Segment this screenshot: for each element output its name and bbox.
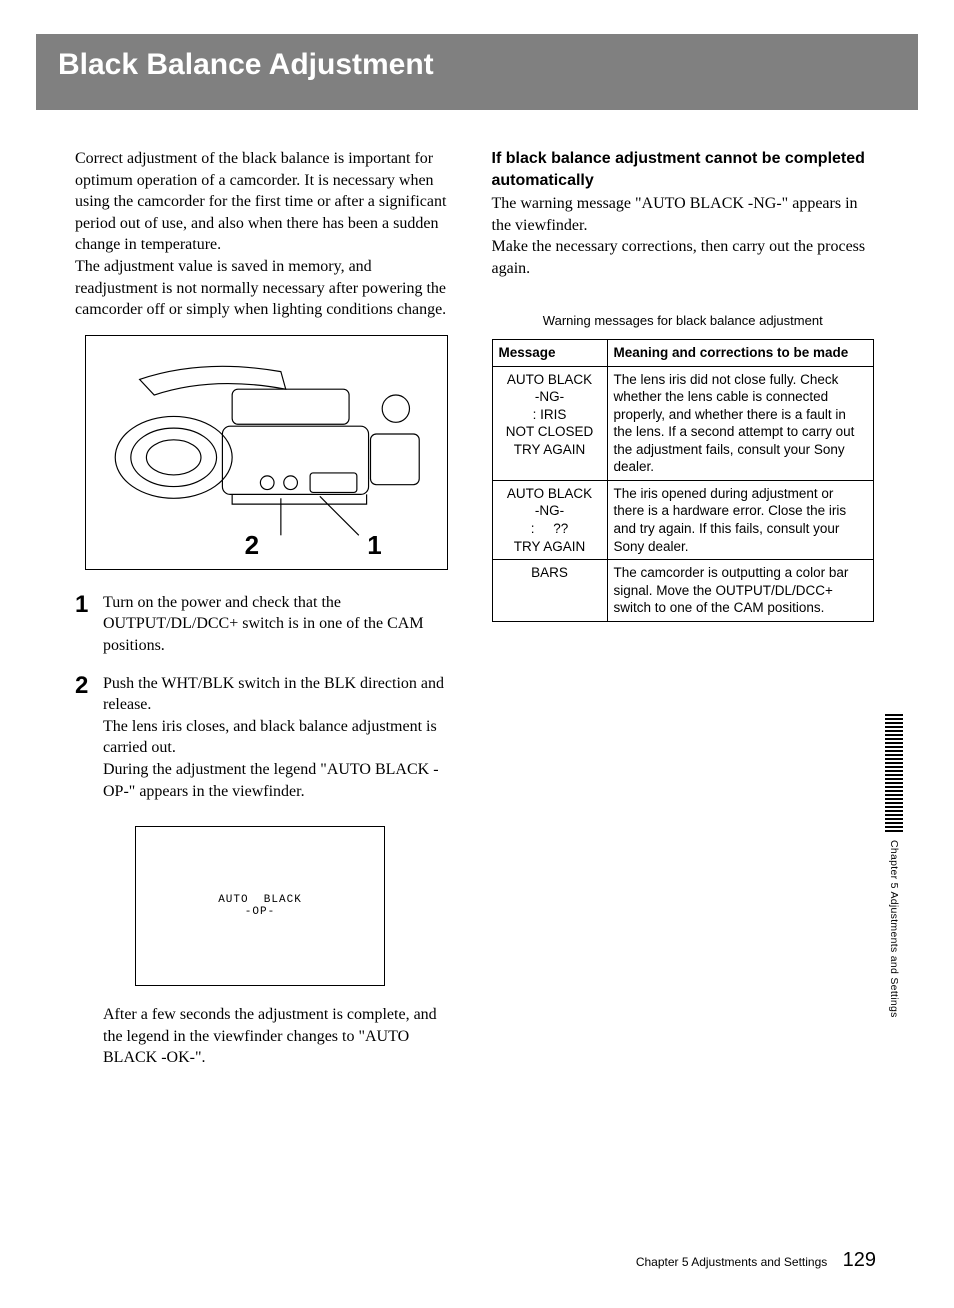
table-row: AUTO BLACK -NG- : ?? TRY AGAIN The iris … xyxy=(492,480,874,559)
step-2-line-a: Push the WHT/BLK switch in the BLK direc… xyxy=(103,673,458,716)
cell-meaning-1: The lens iris did not close fully. Check… xyxy=(607,366,874,480)
step-1-body: Turn on the power and check that the OUT… xyxy=(103,592,458,657)
cell-meaning-3: The camcorder is outputting a color bar … xyxy=(607,560,874,622)
table-row: BARS The camcorder is outputting a color… xyxy=(492,560,874,622)
intro-paragraph-2: The adjustment value is saved in memory,… xyxy=(75,256,458,321)
camcorder-line-art xyxy=(86,336,447,569)
footer-page-number: 129 xyxy=(843,1249,876,1271)
viewfinder-text: AUTO BLACK -OP- xyxy=(218,894,302,918)
cell-message-2: AUTO BLACK -NG- : ?? TRY AGAIN xyxy=(492,480,607,559)
content-columns: Correct adjustment of the black balance … xyxy=(0,110,954,1085)
sub-paragraph-1: The warning message "AUTO BLACK -NG-" ap… xyxy=(492,193,875,236)
step-2-after: After a few seconds the adjustment is co… xyxy=(103,1004,458,1069)
step-list: 1 Turn on the power and check that the O… xyxy=(75,592,458,1069)
camcorder-illustration: 2 1 xyxy=(85,335,448,570)
sub-paragraph-2: Make the necessary corrections, then car… xyxy=(492,236,875,279)
th-meaning: Meaning and corrections to be made xyxy=(607,340,874,367)
step-1-number: 1 xyxy=(75,592,103,657)
page-footer: Chapter 5 Adjustments and Settings 129 xyxy=(636,1249,876,1272)
step-2-number: 2 xyxy=(75,673,103,1069)
cell-meaning-2: The iris opened during adjustment or the… xyxy=(607,480,874,559)
viewfinder-display: AUTO BLACK -OP- xyxy=(135,826,385,986)
left-column: Correct adjustment of the black balance … xyxy=(75,148,458,1085)
right-column: If black balance adjustment cannot be co… xyxy=(492,148,875,1085)
step-2: 2 Push the WHT/BLK switch in the BLK dir… xyxy=(75,673,458,1069)
side-stripes-decoration xyxy=(885,714,903,834)
table-row: AUTO BLACK -NG- : IRIS NOT CLOSED TRY AG… xyxy=(492,366,874,480)
step-2-line-c: During the adjustment the legend "AUTO B… xyxy=(103,759,458,802)
table-caption: Warning messages for black balance adjus… xyxy=(492,312,875,330)
cell-message-1: AUTO BLACK -NG- : IRIS NOT CLOSED TRY AG… xyxy=(492,366,607,480)
intro-paragraph-1: Correct adjustment of the black balance … xyxy=(75,148,458,256)
page-header: Black Balance Adjustment xyxy=(36,34,918,110)
table-header-row: Message Meaning and corrections to be ma… xyxy=(492,340,874,367)
cell-message-3: BARS xyxy=(492,560,607,622)
sub-heading: If black balance adjustment cannot be co… xyxy=(492,148,875,191)
side-chapter-label: Chapter 5 Adjustments and Settings xyxy=(870,714,918,1018)
step-1: 1 Turn on the power and check that the O… xyxy=(75,592,458,657)
illustration-callout-2: 2 xyxy=(245,528,259,563)
warning-messages-table: Message Meaning and corrections to be ma… xyxy=(492,339,875,622)
step-2-body: Push the WHT/BLK switch in the BLK direc… xyxy=(103,673,458,1069)
footer-chapter-label: Chapter 5 Adjustments and Settings xyxy=(636,1255,827,1269)
th-message: Message xyxy=(492,340,607,367)
side-chapter-text: Chapter 5 Adjustments and Settings xyxy=(888,840,900,1018)
step-2-line-b: The lens iris closes, and black balance … xyxy=(103,716,458,759)
illustration-callout-1: 1 xyxy=(367,528,381,563)
page-title: Black Balance Adjustment xyxy=(58,48,896,82)
